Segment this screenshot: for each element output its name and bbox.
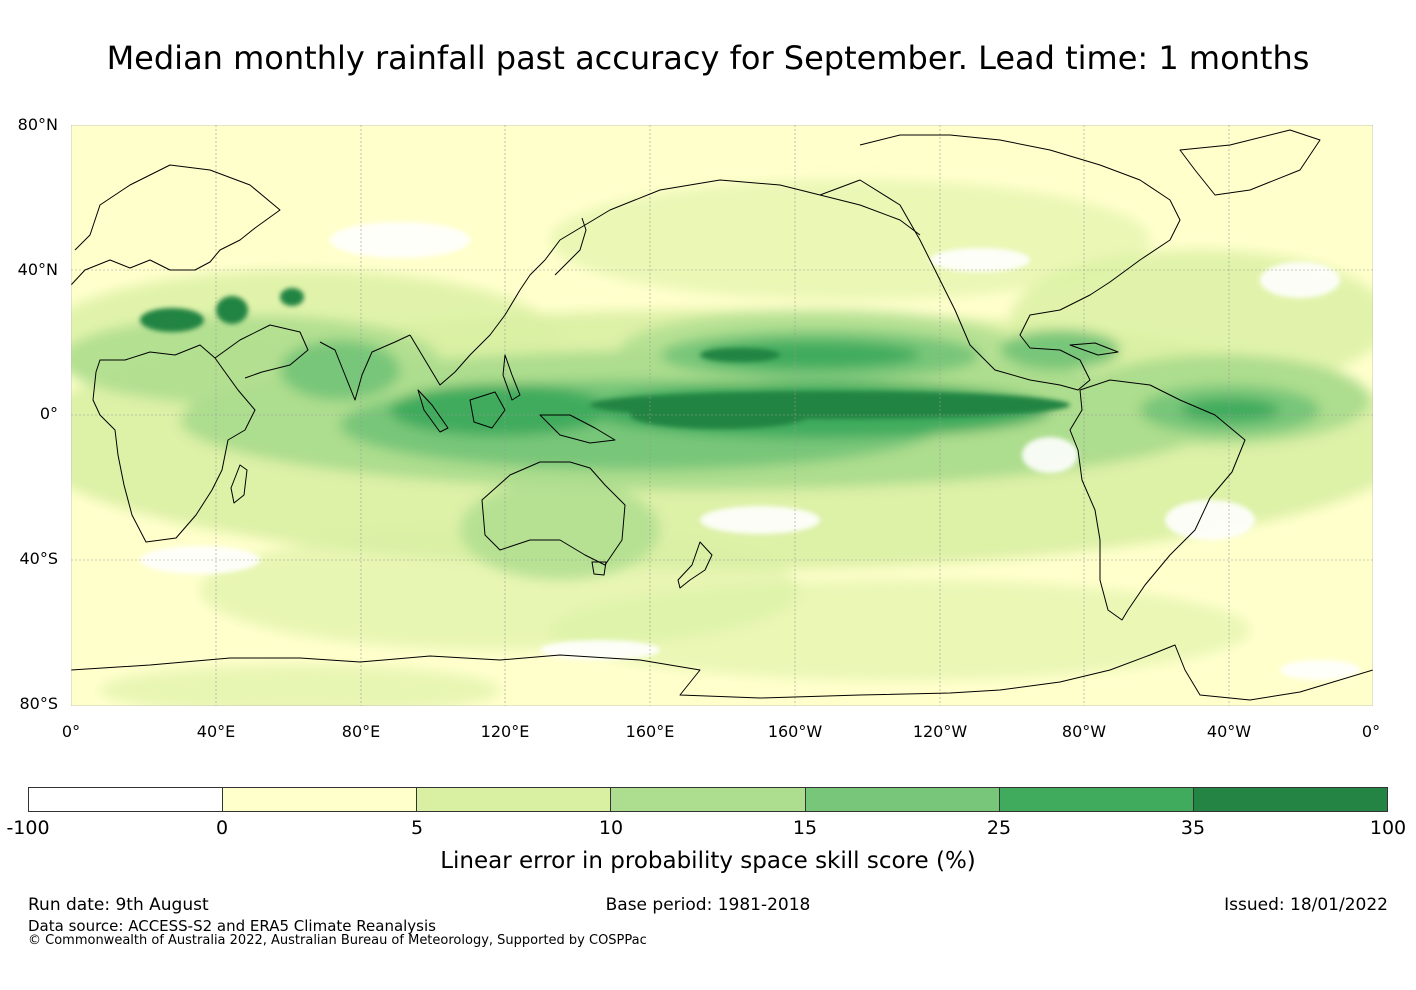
coastline-australia <box>481 461 626 566</box>
colorbar-swatch <box>1193 788 1387 811</box>
copyright: © Commonwealth of Australia 2022, Austra… <box>28 933 647 948</box>
chart-title: Median monthly rainfall past accuracy fo… <box>106 39 1310 77</box>
lon-label-120w: 120°W <box>912 722 968 741</box>
colorbar-tick: -100 <box>6 817 50 839</box>
skill-map: 80°N 40°N 0° 40°S 80°S 0° 40°E 80°E 120°… <box>0 110 1416 750</box>
coastline-east-asia <box>409 179 921 386</box>
colorbar-tick: 25 <box>986 817 1012 839</box>
skill-field <box>71 180 1373 706</box>
coastline-arabia <box>214 324 309 379</box>
lat-label-80s: 80°S <box>19 694 58 713</box>
coastline-borneo <box>469 391 506 429</box>
coastline-new-zealand <box>677 541 713 589</box>
lat-label-40s: 40°S <box>19 549 58 568</box>
colorbar-tick: 35 <box>1180 817 1206 839</box>
coastline-antarctica <box>71 644 1373 701</box>
coastline-cuba <box>1069 342 1119 356</box>
skill-field-core <box>140 288 1070 429</box>
colorbar <box>28 787 1388 812</box>
coastline-japan <box>554 217 587 276</box>
colorbar-tick: 10 <box>598 817 624 839</box>
coastline-philippines <box>502 354 521 401</box>
lat-label-40n: 40°N <box>17 260 58 279</box>
coastline-sumatra <box>417 389 449 433</box>
colorbar-tick: 100 <box>1369 817 1407 839</box>
coastline-south-america <box>1069 379 1246 621</box>
coastline-europe <box>71 164 281 286</box>
lat-label-80n: 80°N <box>17 115 58 134</box>
colorbar-swatch <box>611 788 806 811</box>
issued-date: Issued: 18/01/2022 <box>1224 895 1388 915</box>
colorbar-swatch <box>417 788 612 811</box>
lon-label-80w: 80°W <box>1061 722 1107 741</box>
lon-label-40e: 40°E <box>196 722 236 741</box>
coastline-tasmania <box>591 561 607 576</box>
map-canvas <box>71 125 1373 706</box>
base-period: Base period: 1981-2018 <box>605 895 811 915</box>
coastline-new-guinea <box>539 414 616 444</box>
colorbar-swatch <box>999 788 1194 811</box>
coastline-africa <box>92 344 256 543</box>
lon-label-160e: 160°E <box>625 722 675 741</box>
coastline-madagascar <box>230 464 248 504</box>
lon-label-120e: 120°E <box>480 722 530 741</box>
colorbar-tick: 0 <box>215 817 229 839</box>
coastline-north-america <box>819 134 1181 391</box>
lon-label-80e: 80°E <box>341 722 381 741</box>
gridlines <box>71 125 1373 706</box>
coastlines <box>71 129 1373 701</box>
lat-label-equator: 0° <box>39 404 58 423</box>
colorbar-tick: 15 <box>792 817 818 839</box>
colorbar-label: Linear error in probability space skill … <box>440 848 976 874</box>
colorbar-swatch <box>223 788 418 811</box>
lon-label-0-east: 0° <box>1361 722 1381 741</box>
lon-label-40w: 40°W <box>1206 722 1252 741</box>
colorbar-swatch <box>805 788 1000 811</box>
data-source: Data source: ACCESS-S2 and ERA5 Climate … <box>28 917 436 935</box>
coastline-india <box>319 334 411 401</box>
coastline-greenland <box>1179 129 1321 196</box>
colorbar-swatch <box>29 788 224 811</box>
lon-label-160w: 160°W <box>767 722 823 741</box>
run-date: Run date: 9th August <box>28 895 209 915</box>
lon-label-0-west: 0° <box>61 722 81 741</box>
colorbar-tick: 5 <box>410 817 424 839</box>
